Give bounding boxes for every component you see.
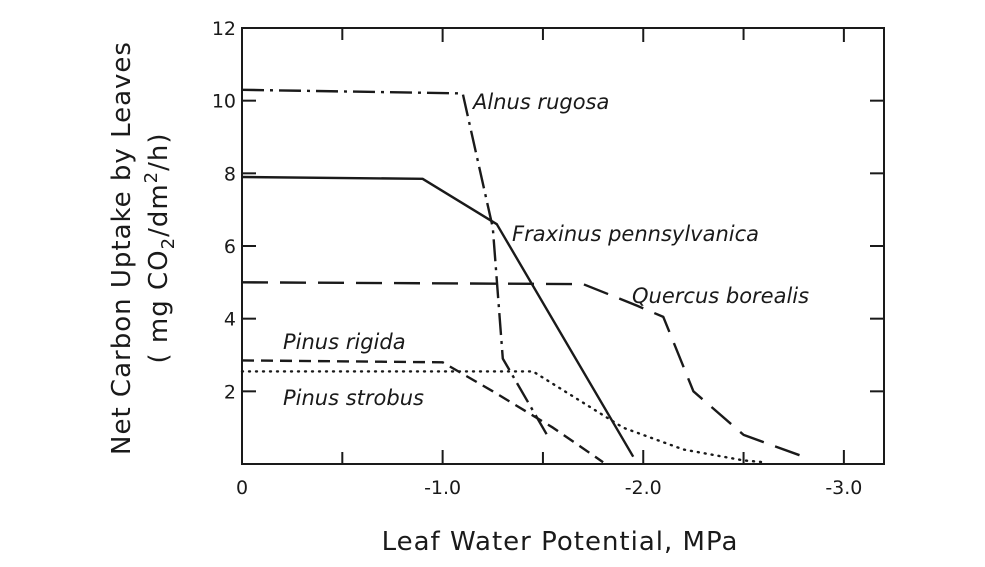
series-label-pinus-rigida: Pinus rigida <box>283 330 406 354</box>
series-line-fraxinus-pennsylvanica <box>241 175 635 458</box>
y-tick-label: 6 <box>224 236 236 258</box>
x-tick-label: 0 <box>236 477 248 499</box>
x-axis-title: Leaf Water Potential, MPa <box>382 527 739 557</box>
y-tick-label: 2 <box>224 381 236 403</box>
x-axis-ticks: 0 -1.0 -2.0 -3.0 <box>236 28 862 499</box>
x-tick-label: -3.0 <box>825 477 862 499</box>
y-tick-label: 4 <box>224 309 236 331</box>
series-line-pinus-strobus <box>240 370 765 464</box>
series-label-pinus-strobus: Pinus strobus <box>283 386 424 410</box>
series-line-alnus-rugosa <box>241 88 549 436</box>
y-tick-label: 12 <box>212 18 236 40</box>
y-axis-title-line1: Net Carbon Uptake by Leaves <box>107 41 137 455</box>
y-axis-ticks: 2 4 6 8 10 12 <box>212 18 884 403</box>
series-line-quercus-borealis <box>241 281 805 458</box>
series-label-quercus-borealis: Quercus borealis <box>632 284 809 308</box>
series-line-pinus-rigida <box>241 359 604 464</box>
x-tick-label: -2.0 <box>625 477 662 499</box>
series-label-fraxinus-pennsylvanica: Fraxinus pennsylvanica <box>512 222 759 246</box>
y-tick-label: 10 <box>212 91 236 113</box>
y-tick-label: 8 <box>224 163 236 185</box>
y-axis-title-line2: ( mg CO2/dm2/h) <box>141 132 179 363</box>
x-tick-label: -1.0 <box>424 477 461 499</box>
series-layer <box>240 88 805 464</box>
series-label-alnus-rugosa: Alnus rugosa <box>471 90 609 114</box>
